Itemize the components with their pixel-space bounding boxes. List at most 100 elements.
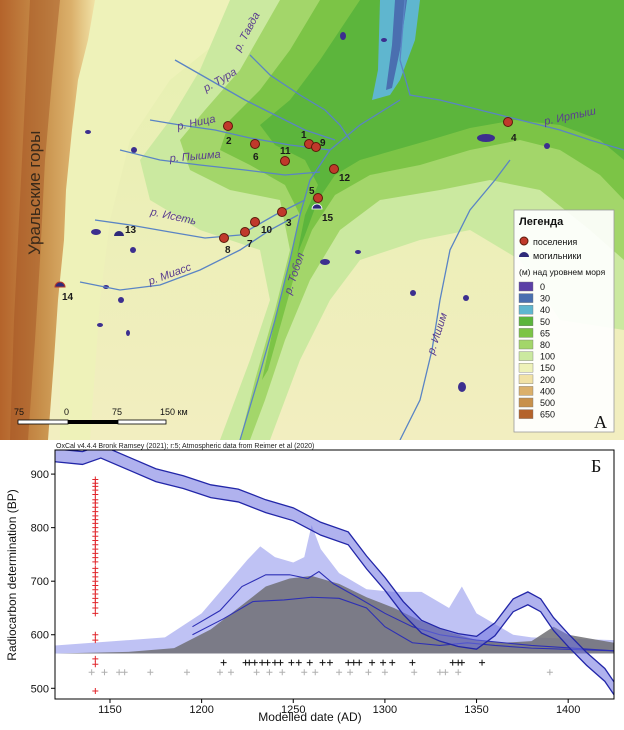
- river-tavda-line: [249, 54, 351, 141]
- gray-marker-2: [116, 669, 123, 676]
- panel-letter-a: А: [594, 412, 607, 432]
- x-tick-label-1350: 1350: [464, 704, 488, 716]
- red-marker-34: [92, 655, 99, 662]
- settlement-6-marker: [250, 139, 260, 149]
- kde-line-2: [192, 596, 614, 652]
- black-marker-11: [319, 659, 326, 666]
- site-number-15: 15: [322, 213, 334, 224]
- red-marker-20: [92, 558, 99, 565]
- plot-content: [55, 450, 614, 696]
- mountains-label: Уральские горы: [25, 131, 44, 255]
- legend-swatch-40: [518, 305, 534, 315]
- settlement-markers: [219, 117, 513, 243]
- legend-swatch-500: [518, 397, 534, 408]
- radiocarbon-chart: OxCal v4.4.4 Bronk Ramsey (2021); r:5; A…: [0, 440, 624, 725]
- legend-swatch-label-400: 400: [540, 386, 555, 396]
- legend-burials-label: могильники: [533, 251, 581, 261]
- lakes: [85, 32, 550, 392]
- gray-marker-18: [436, 669, 443, 676]
- map-svg: р. Тавда р. Тура р. Ница р. Пышма р. Исе…: [0, 0, 624, 440]
- legend-burial-icon: [519, 252, 529, 257]
- scale-bar-segment-3: [117, 419, 167, 425]
- gray-marker-21: [546, 669, 553, 676]
- river-network: [79, 0, 624, 440]
- modelled-probability-gray-area: [55, 575, 614, 654]
- site-numbers: 1 2 3 4 5 6 7 8 9 10 11 12 13 14 15: [62, 130, 517, 303]
- burial-14-marker: [54, 281, 66, 288]
- gray-marker-15: [365, 669, 372, 676]
- scale-label-75-right: 75: [112, 407, 122, 417]
- legend-swatch-label-65: 65: [540, 328, 550, 338]
- scale-bar-segment-2: [68, 420, 118, 424]
- scale-label-0: 0: [64, 407, 69, 417]
- gray-marker-10: [279, 669, 286, 676]
- black-marker-13: [345, 659, 352, 666]
- black-marker-12: [326, 659, 333, 666]
- black-marker-5: [264, 659, 271, 666]
- gray-marker-13: [336, 669, 343, 676]
- elevation-150-zone: [60, 0, 250, 440]
- gray-marker-5: [183, 669, 190, 676]
- calibration-curve-lower: [55, 457, 614, 696]
- site-number-12: 12: [339, 173, 351, 184]
- legend-swatch-80: [518, 339, 534, 350]
- legend-swatch-650: [518, 409, 534, 419]
- river-irtysh-line: [399, 0, 624, 151]
- gray-marker-0: [88, 669, 95, 676]
- red-marker-36: [92, 687, 99, 694]
- site-number-3: 3: [286, 218, 292, 229]
- red-marker-33: [92, 637, 99, 644]
- settlement-2-marker: [223, 121, 233, 131]
- panel-letter-b: Б: [591, 456, 601, 476]
- site-number-2: 2: [226, 136, 232, 147]
- scale-label-75-left: 75: [14, 407, 24, 417]
- y-tick-label-800: 800: [31, 523, 49, 535]
- ural-ridge-shading: [10, 0, 60, 440]
- x-tick-label-1200: 1200: [189, 704, 213, 716]
- x-tick-label-1250: 1250: [281, 704, 305, 716]
- plot-area: [55, 450, 614, 696]
- black-marker-14: [350, 659, 357, 666]
- red-marker-29: [92, 599, 99, 606]
- burial-13-marker: [114, 231, 124, 236]
- legend-settlement-icon: [519, 236, 529, 246]
- black-marker-10: [306, 659, 313, 666]
- gray-marker-9: [266, 669, 273, 676]
- legend-swatch-label-500: 500: [540, 398, 555, 408]
- settlement-12-marker: [329, 164, 339, 174]
- legend-swatch-50: [518, 316, 534, 326]
- legend-swatch-30: [518, 293, 534, 303]
- settlement-8-marker: [219, 233, 229, 243]
- elevation-50-zone: [260, 0, 624, 255]
- gray-marker-6: [216, 669, 223, 676]
- chart-panel: OxCal v4.4.4 Bronk Ramsey (2021); r:5; A…: [0, 440, 624, 725]
- black-marker-15: [356, 659, 363, 666]
- settlement-7-marker: [240, 227, 250, 237]
- gray-marker-4: [147, 669, 154, 676]
- site-number-1: 1: [301, 130, 307, 141]
- x-tick-label-1300: 1300: [373, 704, 397, 716]
- black-marker-2: [246, 659, 253, 666]
- y-tick-label-500: 500: [31, 683, 49, 695]
- legend-title: Легенда: [519, 216, 564, 228]
- site-number-14: 14: [62, 292, 74, 303]
- black-marker-17: [380, 659, 387, 666]
- river-iset-line: [94, 199, 306, 239]
- gray-marker-16: [381, 669, 388, 676]
- axes: 1150 1200 1250 1300 1350 1400 500 600 700 800 900: [31, 469, 581, 716]
- x-axis-label: Modelled date (AD): [258, 710, 361, 724]
- gray-marker-11: [301, 669, 308, 676]
- calibration-curve-upper: [59, 450, 614, 683]
- site-number-8: 8: [225, 245, 231, 256]
- burial-markers: [54, 203, 323, 288]
- settlement-3-marker: [277, 207, 287, 217]
- scale-label-150: 150 км: [160, 407, 188, 417]
- site-number-11: 11: [280, 146, 291, 157]
- river-miass-line: [79, 214, 299, 291]
- gray-marker-1: [101, 669, 108, 676]
- y-tick-label-900: 900: [31, 469, 49, 481]
- legend-swatch-0: [518, 281, 534, 292]
- settlement-10-marker: [250, 217, 260, 227]
- black-marker-7: [277, 659, 284, 666]
